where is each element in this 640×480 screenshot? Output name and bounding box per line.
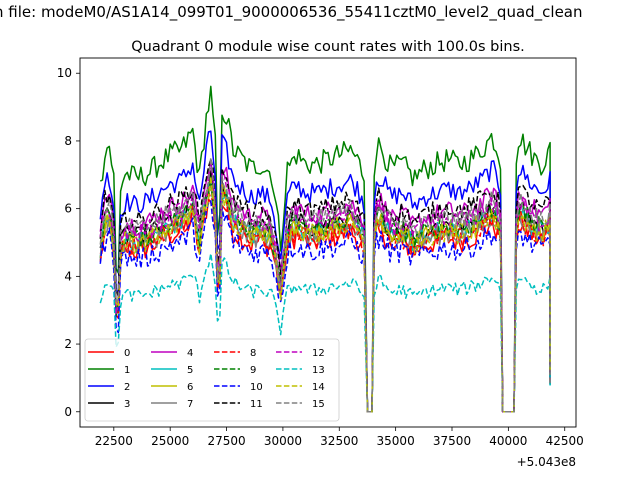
x-tick-label: 30000 [264,434,302,448]
x-tick-label: 25000 [151,434,189,448]
series-line-15 [99,156,551,413]
y-axis: 0 2 4 6 8 10 [57,66,80,419]
y-tick-label: 8 [64,134,72,148]
x-tick-label: 27500 [207,434,245,448]
series-line-9 [99,176,551,413]
series-line-2 [99,130,551,413]
legend-label-7: 7 [187,399,193,410]
series-line-1 [99,85,551,413]
x-tick-label: 37500 [433,434,471,448]
y-tick-label: 0 [64,405,72,419]
legend-label-6: 6 [187,382,193,393]
legend-label-0: 0 [124,348,130,359]
series-lines [99,85,551,413]
series-line-11 [99,158,551,413]
series-line-14 [99,175,551,413]
axes-frame [79,57,577,428]
y-tick-label: 4 [64,269,72,283]
figure-suptitle: n file: modeM0/AS1A14_099T01_9000006536_… [0,3,583,22]
legend-label-2: 2 [124,382,130,393]
legend-label-10: 10 [250,382,263,393]
axes-title: Quadrant 0 module wise count rates with … [131,39,525,55]
legend-label-3: 3 [124,399,130,410]
y-tick-label: 6 [64,202,72,216]
x-offset-label: +5.043e8 [517,455,576,469]
legend-label-9: 9 [250,365,256,376]
series-line-8 [99,190,551,413]
series-line-13 [99,252,551,413]
x-tick-label: 40000 [489,434,527,448]
x-axis: 22500 25000 27500 30000 32500 35000 37500 40000… [95,427,584,448]
x-tick-label: 22500 [95,434,133,448]
y-tick-label: 10 [57,66,72,80]
x-tick-label: 35000 [377,434,415,448]
legend-label-14: 14 [312,382,325,393]
legend-frame [84,338,340,422]
y-tick-label: 2 [64,337,72,351]
x-tick-label: 32500 [320,434,358,448]
legend-label-15: 15 [312,399,325,410]
x-tick-label: 42500 [546,434,584,448]
legend-label-8: 8 [250,348,256,359]
series-line-12 [99,161,551,413]
legend-label-4: 4 [187,348,193,359]
legend-label-12: 12 [312,348,325,359]
legend-label-1: 1 [124,365,130,376]
legend-label-5: 5 [187,365,193,376]
legend-label-13: 13 [312,365,325,376]
series-line-10 [99,200,551,413]
legend-label-11: 11 [250,399,263,410]
